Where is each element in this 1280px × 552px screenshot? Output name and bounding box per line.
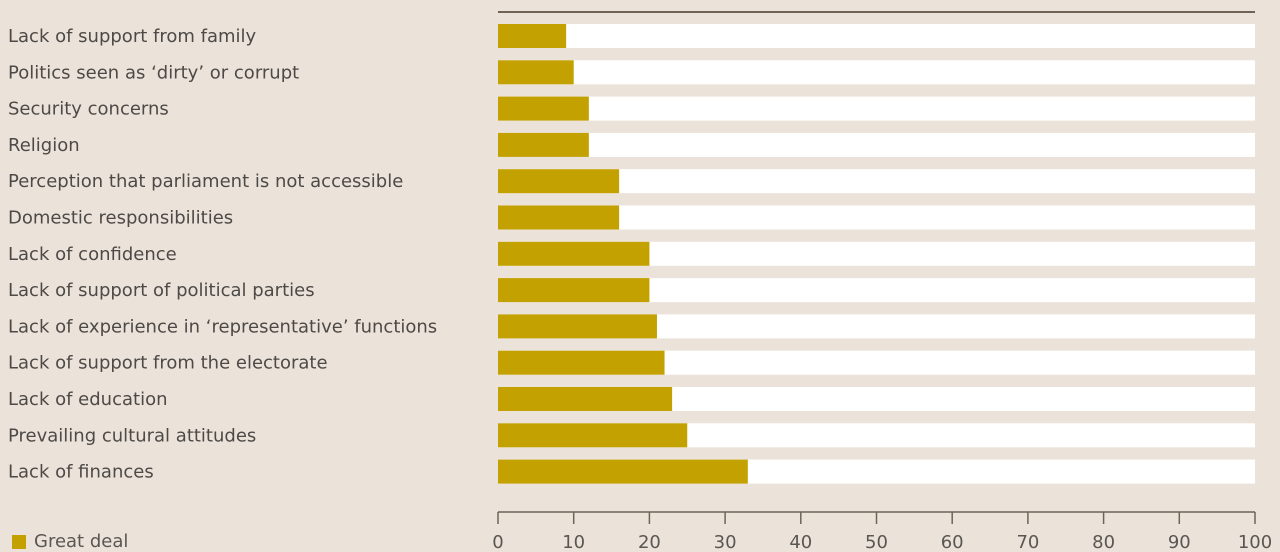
bar-great-deal	[498, 169, 620, 194]
x-axis: 0 10 20 30 40 50 60 70 80 90 100	[492, 511, 1272, 552]
category-label: Prevailing cultural attitudes	[8, 425, 256, 446]
x-tick-label: 90	[1168, 532, 1191, 552]
category-label: Lack of support from family	[8, 26, 257, 47]
bar-remainder	[498, 96, 1255, 121]
category-label: Lack of confidence	[8, 244, 177, 265]
bar-great-deal	[498, 350, 665, 375]
bar-great-deal	[498, 60, 574, 85]
category-label: Lack of support from the electorate	[8, 353, 328, 374]
category-label: Perception that parliament is not access…	[8, 171, 403, 192]
category-label: Lack of finances	[8, 462, 154, 483]
category-label: Domestic responsibilities	[8, 208, 233, 229]
bar-great-deal	[498, 278, 650, 303]
bar-remainder	[498, 24, 1255, 48]
category-label: Lack of experience in ‘representative’ f…	[8, 316, 437, 337]
bar-great-deal	[498, 314, 657, 339]
bar-great-deal	[498, 205, 620, 230]
bar-great-deal	[498, 387, 673, 411]
x-tick-label: 30	[714, 532, 737, 552]
bar-remainder	[498, 241, 1255, 266]
bars	[498, 24, 1255, 484]
x-tick-label: 60	[941, 532, 964, 552]
bar-remainder	[498, 60, 1255, 85]
x-tick-label: 80	[1092, 532, 1115, 552]
bar-great-deal	[498, 132, 589, 157]
legend: Great deal	[12, 531, 128, 552]
x-tick-label: 10	[562, 532, 585, 552]
x-tick-label: 0	[492, 532, 503, 552]
legend-swatch	[12, 534, 26, 549]
bar-great-deal	[498, 24, 567, 48]
category-label: Lack of support of political parties	[8, 280, 315, 301]
category-label: Religion	[8, 135, 80, 156]
bar-great-deal	[498, 241, 650, 266]
bar-remainder	[498, 132, 1255, 157]
x-tick-label: 20	[638, 532, 661, 552]
x-tick-label: 70	[1016, 532, 1039, 552]
bar-great-deal	[498, 459, 748, 484]
bar-remainder	[498, 205, 1255, 230]
legend-label: Great deal	[34, 531, 129, 552]
bar-great-deal	[498, 423, 688, 448]
category-labels: Lack of support from family Politics seen…	[8, 26, 437, 483]
bar-great-deal	[498, 96, 589, 121]
bar-remainder	[498, 169, 1255, 194]
category-label: Politics seen as ‘dirty’ or corrupt	[8, 62, 299, 83]
category-label: Security concerns	[8, 99, 169, 120]
category-label: Lack of education	[8, 389, 168, 410]
x-tick-label: 100	[1238, 532, 1272, 552]
x-tick-label: 50	[865, 532, 888, 552]
x-tick-label: 40	[789, 532, 812, 552]
